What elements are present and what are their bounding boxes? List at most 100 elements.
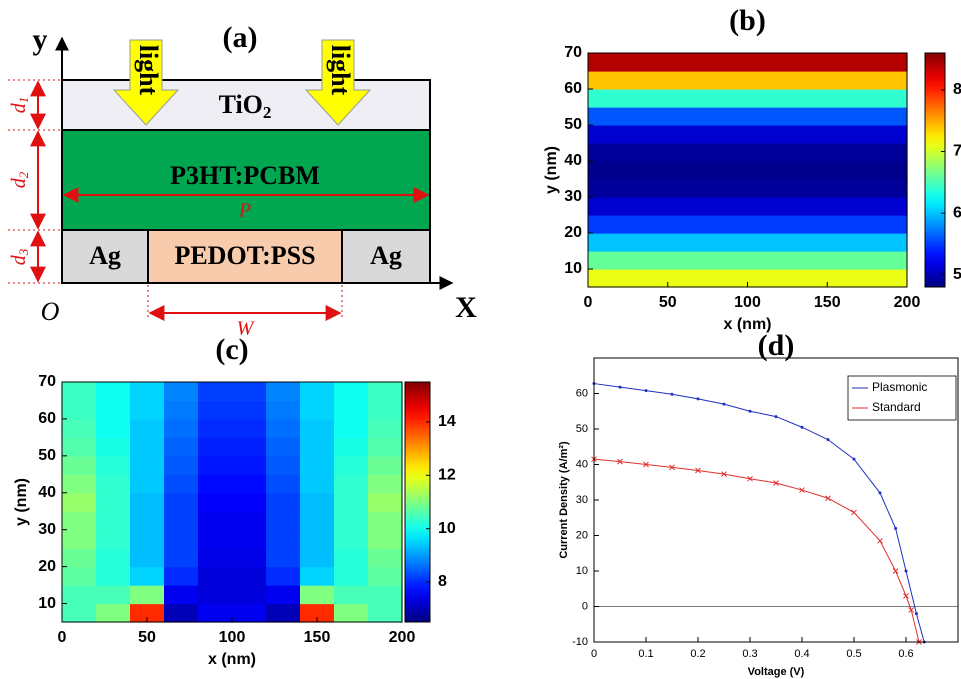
heat-cell bbox=[300, 400, 335, 420]
heat-cell bbox=[334, 455, 369, 475]
x-tick-label: 0 bbox=[584, 294, 593, 311]
heat-cell bbox=[334, 529, 369, 549]
colorbar-tick-label: 14 bbox=[438, 413, 456, 430]
heat-cell bbox=[198, 437, 233, 457]
y-tick-label: 30 bbox=[38, 521, 56, 538]
colorbar bbox=[924, 52, 946, 288]
heat-cell bbox=[130, 437, 165, 457]
panel-title: (c) bbox=[215, 333, 248, 366]
marker bbox=[721, 471, 727, 477]
heat-cell bbox=[300, 548, 335, 568]
colorbar-tick-label: 8 bbox=[953, 81, 961, 98]
heat-cell bbox=[368, 529, 403, 549]
y-tick-label: 20 bbox=[38, 558, 56, 575]
heat-cell bbox=[368, 548, 403, 568]
heat-cell bbox=[164, 400, 199, 420]
heat-cell bbox=[334, 511, 369, 531]
heat-cell bbox=[266, 418, 301, 438]
heat-cell bbox=[266, 529, 301, 549]
heat-cell bbox=[62, 418, 97, 438]
y-tick-label: 40 bbox=[576, 458, 588, 470]
heat-cell bbox=[334, 603, 369, 623]
heat-cell bbox=[588, 251, 908, 270]
marker bbox=[618, 385, 622, 389]
tio2-label: TiO2 bbox=[219, 90, 272, 122]
heat-cell bbox=[96, 529, 131, 549]
heat-cell bbox=[164, 548, 199, 568]
heat-cell bbox=[300, 437, 335, 457]
heat-cell bbox=[198, 455, 233, 475]
heat-cell bbox=[232, 400, 267, 420]
panel: (c) 8 10 12 14 0 50 100 150 200 10 20 30 40 50 60 70 x (n… bbox=[13, 333, 456, 668]
y-tick-label: 10 bbox=[38, 595, 56, 612]
heat-cell bbox=[588, 215, 908, 234]
heat-cell bbox=[588, 161, 908, 180]
heat-cell bbox=[368, 474, 403, 494]
heat-cell bbox=[62, 492, 97, 512]
heat-cell bbox=[198, 382, 233, 402]
heat-cell bbox=[588, 107, 908, 126]
thickness-label: d2 bbox=[8, 171, 31, 188]
marker bbox=[908, 607, 915, 613]
heat-cell bbox=[164, 418, 199, 438]
symbol: d bbox=[8, 102, 30, 113]
x-axis-label: Voltage (V) bbox=[748, 666, 805, 678]
heat-cell bbox=[300, 418, 335, 438]
heat-cell bbox=[334, 566, 369, 586]
heat-cell bbox=[62, 566, 97, 586]
panel: (d) Plasmonic Standard 0 0.1 0.2 0.3 0.4 0.5 0.6 -… bbox=[558, 329, 959, 678]
marker bbox=[670, 392, 674, 396]
light-label: light bbox=[134, 45, 163, 96]
heat-cell bbox=[266, 511, 301, 531]
heat-cell bbox=[588, 89, 908, 108]
heat-cell bbox=[164, 492, 199, 512]
heat-cell bbox=[334, 437, 369, 457]
heat-cell bbox=[232, 492, 267, 512]
guides bbox=[8, 79, 62, 284]
x-tick-label: 150 bbox=[304, 629, 331, 646]
marker bbox=[617, 458, 623, 465]
heat-cell bbox=[300, 474, 335, 494]
heat-cell bbox=[96, 603, 131, 623]
heat-cell bbox=[266, 566, 301, 586]
heat-cell bbox=[232, 566, 267, 586]
heat-cell bbox=[266, 474, 301, 494]
y-tick-label: 50 bbox=[576, 423, 588, 435]
x-tick-label: 200 bbox=[389, 629, 416, 646]
y-axis-label: y (nm) bbox=[13, 478, 30, 526]
heat-cell bbox=[266, 400, 301, 420]
marker bbox=[747, 475, 753, 482]
y-axis-name: y bbox=[33, 23, 48, 56]
heat-cell bbox=[334, 548, 369, 568]
y-axis-label: Current Density (A/m²) bbox=[558, 441, 570, 559]
y-tick-label: 10 bbox=[564, 260, 582, 277]
heat-cell bbox=[266, 455, 301, 475]
heat-cell bbox=[96, 474, 131, 494]
heat-cell bbox=[198, 548, 233, 568]
heat-cell bbox=[266, 603, 301, 623]
y-tick-label: 20 bbox=[576, 529, 588, 541]
y-tick-label: 60 bbox=[38, 410, 56, 427]
active-label: P3HT:PCBM bbox=[170, 161, 320, 190]
y-tick-label: 40 bbox=[38, 484, 56, 501]
heat-cell bbox=[198, 603, 233, 623]
heat-cell bbox=[588, 53, 908, 72]
heat-cell bbox=[198, 585, 233, 605]
panel-title: (b) bbox=[729, 4, 766, 37]
marker bbox=[904, 569, 908, 573]
y-tick-label: 20 bbox=[564, 224, 582, 241]
heat-cell bbox=[130, 474, 165, 494]
heat-cell bbox=[588, 143, 908, 162]
heat-cell bbox=[62, 400, 97, 420]
heat-cell bbox=[96, 400, 131, 420]
heat-cell bbox=[62, 474, 97, 494]
width-label: W bbox=[237, 318, 256, 340]
heat-cell bbox=[130, 455, 165, 475]
heat-cell bbox=[96, 548, 131, 568]
series-line bbox=[593, 383, 925, 643]
heat-cell bbox=[300, 566, 335, 586]
thickness-label: d1 bbox=[8, 97, 31, 114]
heat-cell bbox=[232, 418, 267, 438]
heat-cell bbox=[130, 603, 165, 623]
